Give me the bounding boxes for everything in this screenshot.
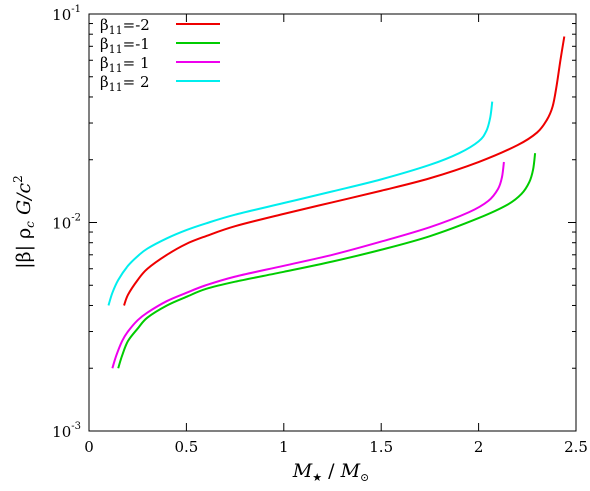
series-line-2 — [117, 153, 537, 369]
tick-labels: 0 0.5 1 1.5 2 2.5 10-3 10-2 10-1 — [52, 4, 588, 456]
series-line-1 — [123, 36, 566, 306]
x-tick-label: 0 — [84, 438, 94, 456]
legend-label-4: β11= 2 — [100, 73, 150, 94]
legend-label-2: β11=-1 — [100, 35, 150, 56]
axis-ticks — [88, 13, 577, 432]
series-lines — [107, 36, 566, 369]
y-tick-label: 10-2 — [52, 213, 81, 233]
y-axis-title: |β| ρc G/c2 — [11, 175, 37, 269]
x-tick-label: 2.5 — [564, 438, 588, 456]
legend-label-1: β11=-2 — [100, 16, 150, 37]
x-tick-label: 1.5 — [369, 438, 393, 456]
legend-label-3: β11= 1 — [100, 54, 150, 75]
series-line-3 — [111, 161, 505, 369]
y-tick-label: 10-3 — [52, 421, 81, 441]
x-axis-title: M★ / M⊙ — [292, 460, 370, 484]
series-line-4 — [107, 101, 494, 306]
x-tick-label: 2 — [474, 438, 484, 456]
plot-frame — [88, 13, 577, 432]
y-tick-label: 10-1 — [52, 4, 81, 24]
x-tick-label: 1 — [279, 438, 289, 456]
x-tick-label: 0.5 — [174, 438, 198, 456]
